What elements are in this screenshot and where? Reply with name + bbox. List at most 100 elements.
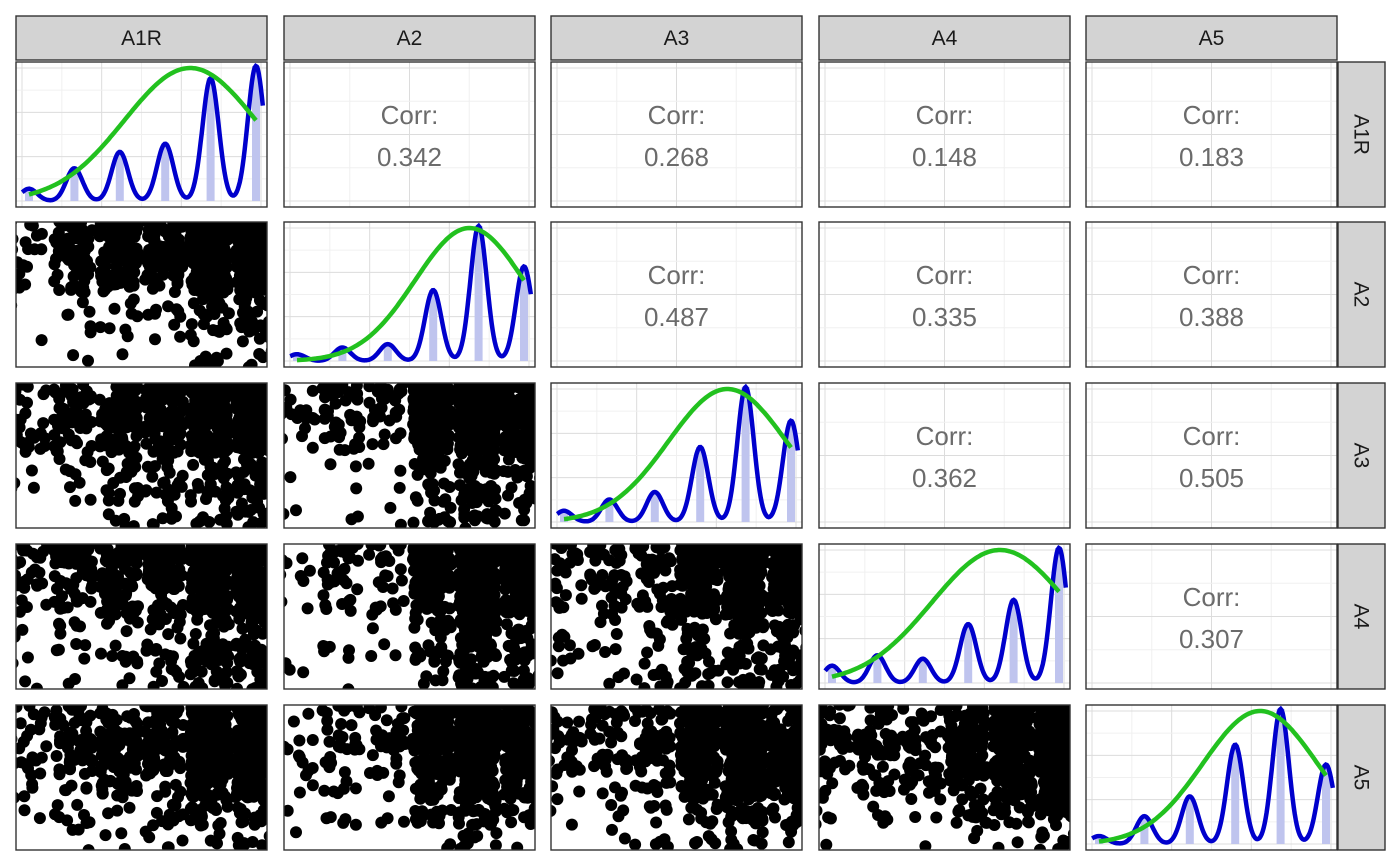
point bbox=[149, 405, 161, 417]
point bbox=[409, 641, 422, 654]
bar-a1r-1 bbox=[25, 188, 33, 201]
point bbox=[185, 602, 198, 614]
point bbox=[146, 470, 159, 483]
point bbox=[52, 643, 65, 656]
point bbox=[16, 267, 26, 280]
point bbox=[505, 627, 518, 639]
point bbox=[106, 583, 119, 596]
point bbox=[489, 483, 501, 496]
point bbox=[165, 663, 178, 675]
point bbox=[93, 230, 106, 243]
point bbox=[253, 501, 266, 514]
point bbox=[193, 515, 206, 528]
point bbox=[109, 556, 122, 569]
point bbox=[393, 481, 406, 494]
point bbox=[94, 544, 107, 555]
point bbox=[464, 383, 477, 394]
point bbox=[176, 397, 189, 409]
point bbox=[504, 447, 517, 460]
point bbox=[156, 575, 169, 588]
point bbox=[437, 665, 450, 678]
point bbox=[242, 222, 255, 229]
point bbox=[267, 409, 279, 421]
point bbox=[534, 607, 535, 614]
point bbox=[517, 383, 530, 392]
point bbox=[268, 389, 280, 401]
point bbox=[294, 570, 307, 582]
point bbox=[534, 450, 535, 455]
point bbox=[69, 544, 82, 553]
point bbox=[328, 420, 341, 433]
point bbox=[222, 650, 235, 663]
bar-a1r-2 bbox=[70, 168, 79, 201]
point bbox=[237, 410, 250, 423]
point bbox=[260, 544, 267, 550]
point bbox=[641, 646, 654, 659]
point bbox=[801, 606, 802, 612]
point bbox=[521, 649, 534, 662]
point bbox=[48, 275, 61, 288]
point bbox=[379, 569, 392, 582]
point bbox=[512, 680, 525, 689]
point bbox=[392, 544, 405, 557]
point bbox=[130, 242, 143, 255]
strip-label-a1r: A1R bbox=[121, 27, 162, 50]
point bbox=[478, 383, 491, 393]
strip-label-a5: A5 bbox=[1350, 765, 1373, 791]
point bbox=[503, 392, 516, 405]
point bbox=[530, 551, 535, 563]
point bbox=[534, 496, 535, 502]
point bbox=[489, 492, 502, 505]
point bbox=[536, 406, 548, 418]
point bbox=[218, 502, 231, 515]
point bbox=[386, 582, 399, 595]
panel-a2-a2 bbox=[283, 221, 536, 368]
normal-curve-a3 bbox=[563, 386, 793, 522]
point bbox=[234, 317, 247, 330]
point bbox=[253, 332, 266, 345]
density-curve-a3 bbox=[555, 383, 801, 524]
point bbox=[267, 407, 279, 419]
point bbox=[185, 222, 198, 228]
point bbox=[373, 544, 385, 552]
point bbox=[50, 252, 62, 265]
strip-label-a2: A2 bbox=[1350, 282, 1373, 308]
point bbox=[551, 654, 557, 667]
point bbox=[394, 518, 407, 528]
point bbox=[150, 303, 162, 316]
point bbox=[502, 435, 515, 448]
corr-value: 0.183 bbox=[1179, 142, 1244, 172]
point bbox=[438, 454, 451, 467]
point bbox=[362, 457, 375, 470]
point bbox=[267, 420, 279, 432]
strip-label-a5: A5 bbox=[1199, 27, 1225, 50]
point bbox=[363, 396, 376, 409]
point bbox=[376, 392, 388, 405]
point bbox=[610, 628, 623, 640]
point bbox=[267, 539, 279, 551]
corr-value: 0.388 bbox=[1179, 302, 1244, 332]
point bbox=[161, 546, 174, 559]
point bbox=[442, 410, 455, 423]
point bbox=[435, 641, 448, 654]
point bbox=[284, 554, 289, 566]
point bbox=[35, 227, 48, 240]
point bbox=[534, 583, 535, 589]
strip-right-a5: A5 bbox=[1337, 704, 1386, 851]
point bbox=[802, 617, 814, 629]
point bbox=[529, 434, 535, 447]
point bbox=[70, 638, 83, 650]
point bbox=[261, 595, 267, 608]
point bbox=[201, 576, 214, 588]
point bbox=[239, 505, 252, 518]
point bbox=[51, 582, 63, 595]
point bbox=[266, 362, 267, 367]
point bbox=[535, 385, 547, 397]
point bbox=[19, 407, 32, 420]
point bbox=[254, 319, 267, 332]
point bbox=[297, 666, 310, 679]
bar-a2-3 bbox=[383, 344, 392, 361]
point bbox=[267, 291, 279, 303]
point bbox=[534, 470, 535, 474]
corr-value: 0.268 bbox=[644, 142, 709, 172]
